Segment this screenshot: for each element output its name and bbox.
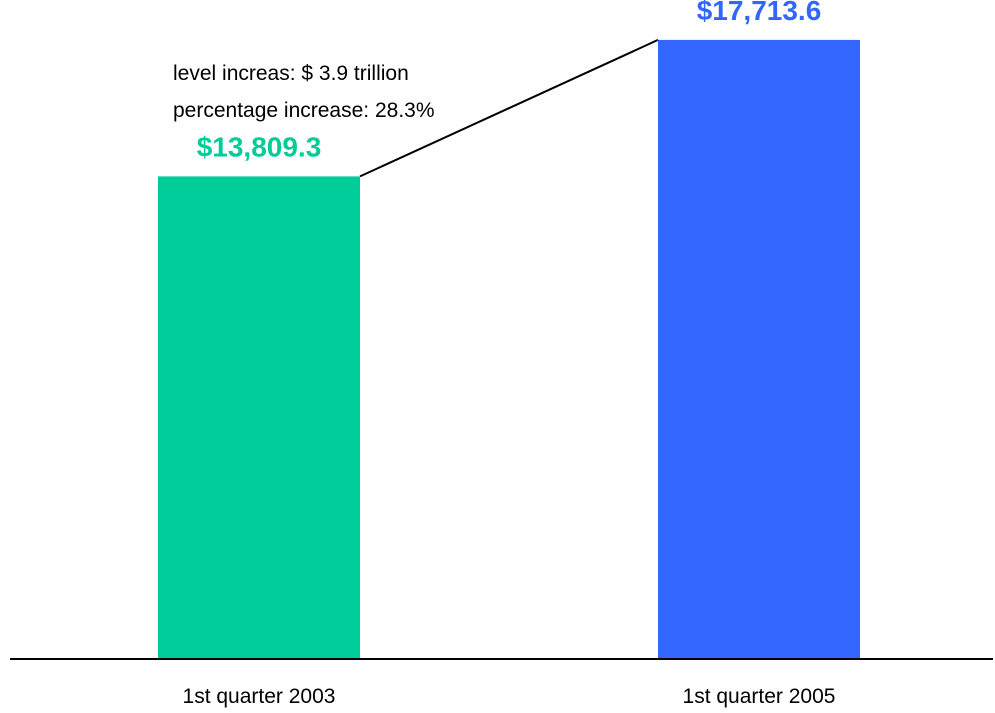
category-label-2: 1st quarter 2005 — [683, 685, 836, 708]
category-label-1: 1st quarter 2003 — [183, 685, 336, 708]
annotation-percentage-increase: percentage increase: 28.3% — [173, 99, 435, 122]
bar-1 — [158, 176, 360, 659]
increase-annotation: level increas: $ 3.9 trillion percentage… — [173, 62, 435, 122]
value-label-1: $13,809.3 — [197, 131, 322, 162]
annotation-level-increase: level increas: $ 3.9 trillion — [173, 62, 409, 85]
labels-layer: $13,809.3 1st quarter 2003 $17,713.6 1st qu… — [183, 0, 836, 708]
bar-2 — [658, 39, 860, 659]
bars-layer — [158, 39, 860, 659]
value-label-2: $17,713.6 — [697, 0, 822, 26]
increase-connector-line — [359, 38, 659, 178]
